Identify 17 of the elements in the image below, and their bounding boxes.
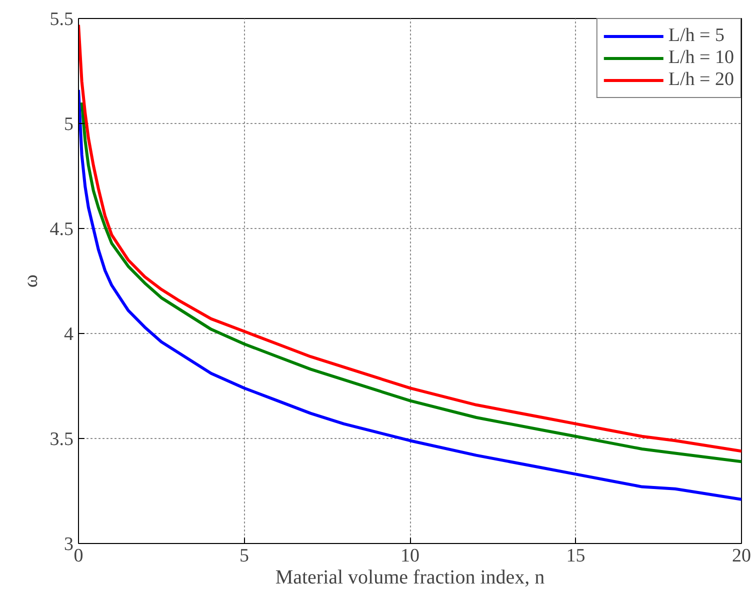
y-tick-label: 3 xyxy=(64,534,74,555)
legend-label: L/h = 10 xyxy=(668,47,734,69)
y-tick-label: 4.5 xyxy=(50,219,74,240)
legend-label: L/h = 20 xyxy=(668,69,734,91)
legend-label: L/h = 5 xyxy=(668,25,724,47)
x-tick-label: 10 xyxy=(400,546,420,566)
x-tick-label: 5 xyxy=(240,546,249,566)
x-tick-label: 20 xyxy=(732,546,751,566)
x-tick-label: 15 xyxy=(566,546,586,566)
x-tick-label: 0 xyxy=(74,546,84,566)
x-axis-title: Material volume fraction index, n xyxy=(275,566,545,588)
y-tick-label: 5 xyxy=(64,114,74,135)
y-axis-title: ω xyxy=(20,274,42,288)
y-tick-label: 5.5 xyxy=(50,9,74,30)
y-tick-label: 4 xyxy=(64,324,74,345)
y-tick-label: 3.5 xyxy=(50,429,74,450)
line-series xyxy=(78,23,742,453)
